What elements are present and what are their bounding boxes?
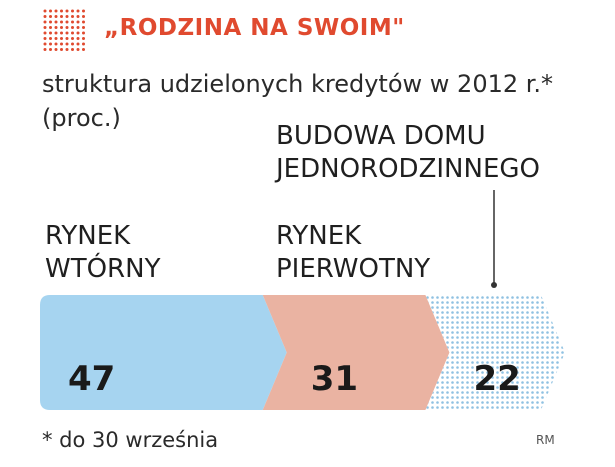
unit-label: (proc.) (42, 104, 121, 132)
category-label-budowa-domu: BUDOWA DOMU JEDNORODZINNEGO (276, 121, 540, 184)
decorative-dot-grid (43, 9, 85, 51)
category-label-rynek-wtorny: RYNEK WTÓRNY (45, 221, 161, 284)
category-label-rynek-pierwotny: RYNEK PIERWOTNY (276, 221, 431, 284)
segment-rynek-pierwotny (262, 295, 450, 410)
pointer-dot (491, 282, 497, 288)
value-label: 47 (68, 359, 115, 399)
value-label: 22 (474, 359, 521, 399)
credit: RM (536, 433, 555, 447)
chart-subtitle: struktura udzielonych kredytów w 2012 r.… (42, 70, 554, 98)
chart-title: „RODZINA NA SWOIM" (104, 15, 405, 41)
footnote: * do 30 września (42, 428, 219, 452)
segment-rynek-wtorny (40, 295, 287, 410)
value-label: 31 (311, 359, 358, 399)
segment-budowa-domu (425, 295, 565, 410)
